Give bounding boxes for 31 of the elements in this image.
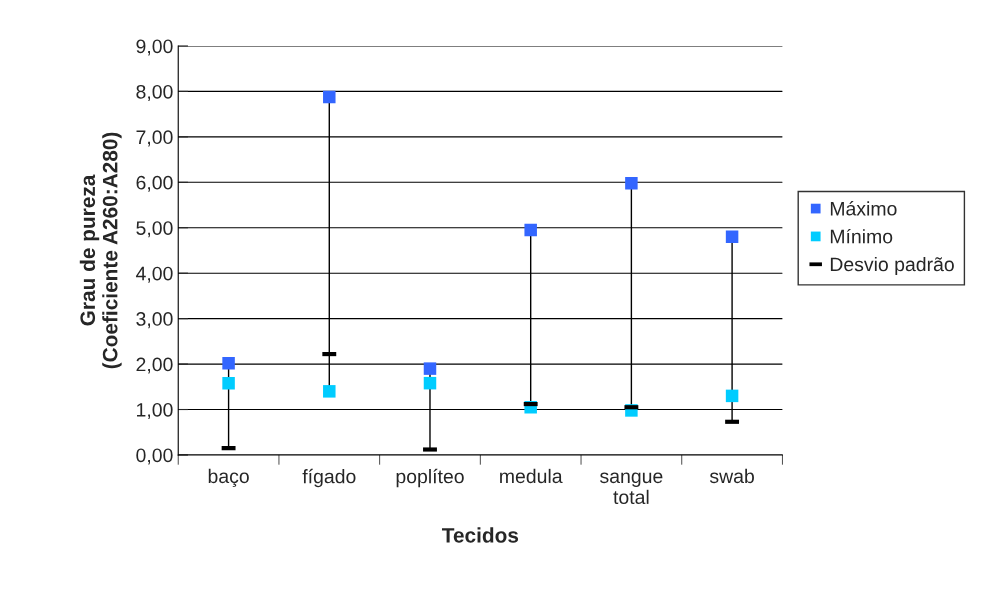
legend-label: Mínimo — [830, 228, 893, 244]
x-tick-label: fígado — [302, 468, 356, 488]
point — [524, 223, 537, 237]
y-tick-label: 3,00 — [136, 312, 173, 329]
point — [725, 230, 739, 244]
y-tick-label: 2,00 — [136, 357, 173, 374]
point — [423, 362, 437, 375]
y-tick-label: 8,00 — [136, 84, 173, 101]
point — [725, 389, 739, 403]
x-tick-label: poplíteo — [396, 468, 464, 488]
x-tick-label: swab — [709, 468, 754, 484]
x-tick-label: baço — [208, 468, 249, 488]
y-tick-label: 6,00 — [136, 175, 173, 192]
y-tick-label: 9,00 — [136, 39, 173, 56]
legend-label: Desvio padrão — [830, 256, 954, 276]
point — [323, 385, 336, 398]
point — [222, 356, 235, 370]
x-tick-label: medula — [500, 468, 563, 484]
x-axis-title: Tecidos — [441, 527, 519, 543]
y-tick-label: 5,00 — [136, 221, 173, 238]
legend-label: Máximo — [830, 201, 897, 216]
point — [423, 376, 437, 390]
point — [222, 376, 235, 390]
x-tick-label: sangue total — [600, 472, 663, 505]
point — [625, 176, 638, 190]
y-tick-label: 7,00 — [136, 130, 173, 147]
y-axis-title: Grau de pureza (Coeficiente A260:A280) — [79, 132, 122, 369]
y-tick-label: 0,00 — [136, 448, 173, 465]
point — [323, 90, 336, 104]
y-tick-label: 4,00 — [135, 266, 173, 283]
y-tick-label: 1,00 — [137, 402, 173, 420]
